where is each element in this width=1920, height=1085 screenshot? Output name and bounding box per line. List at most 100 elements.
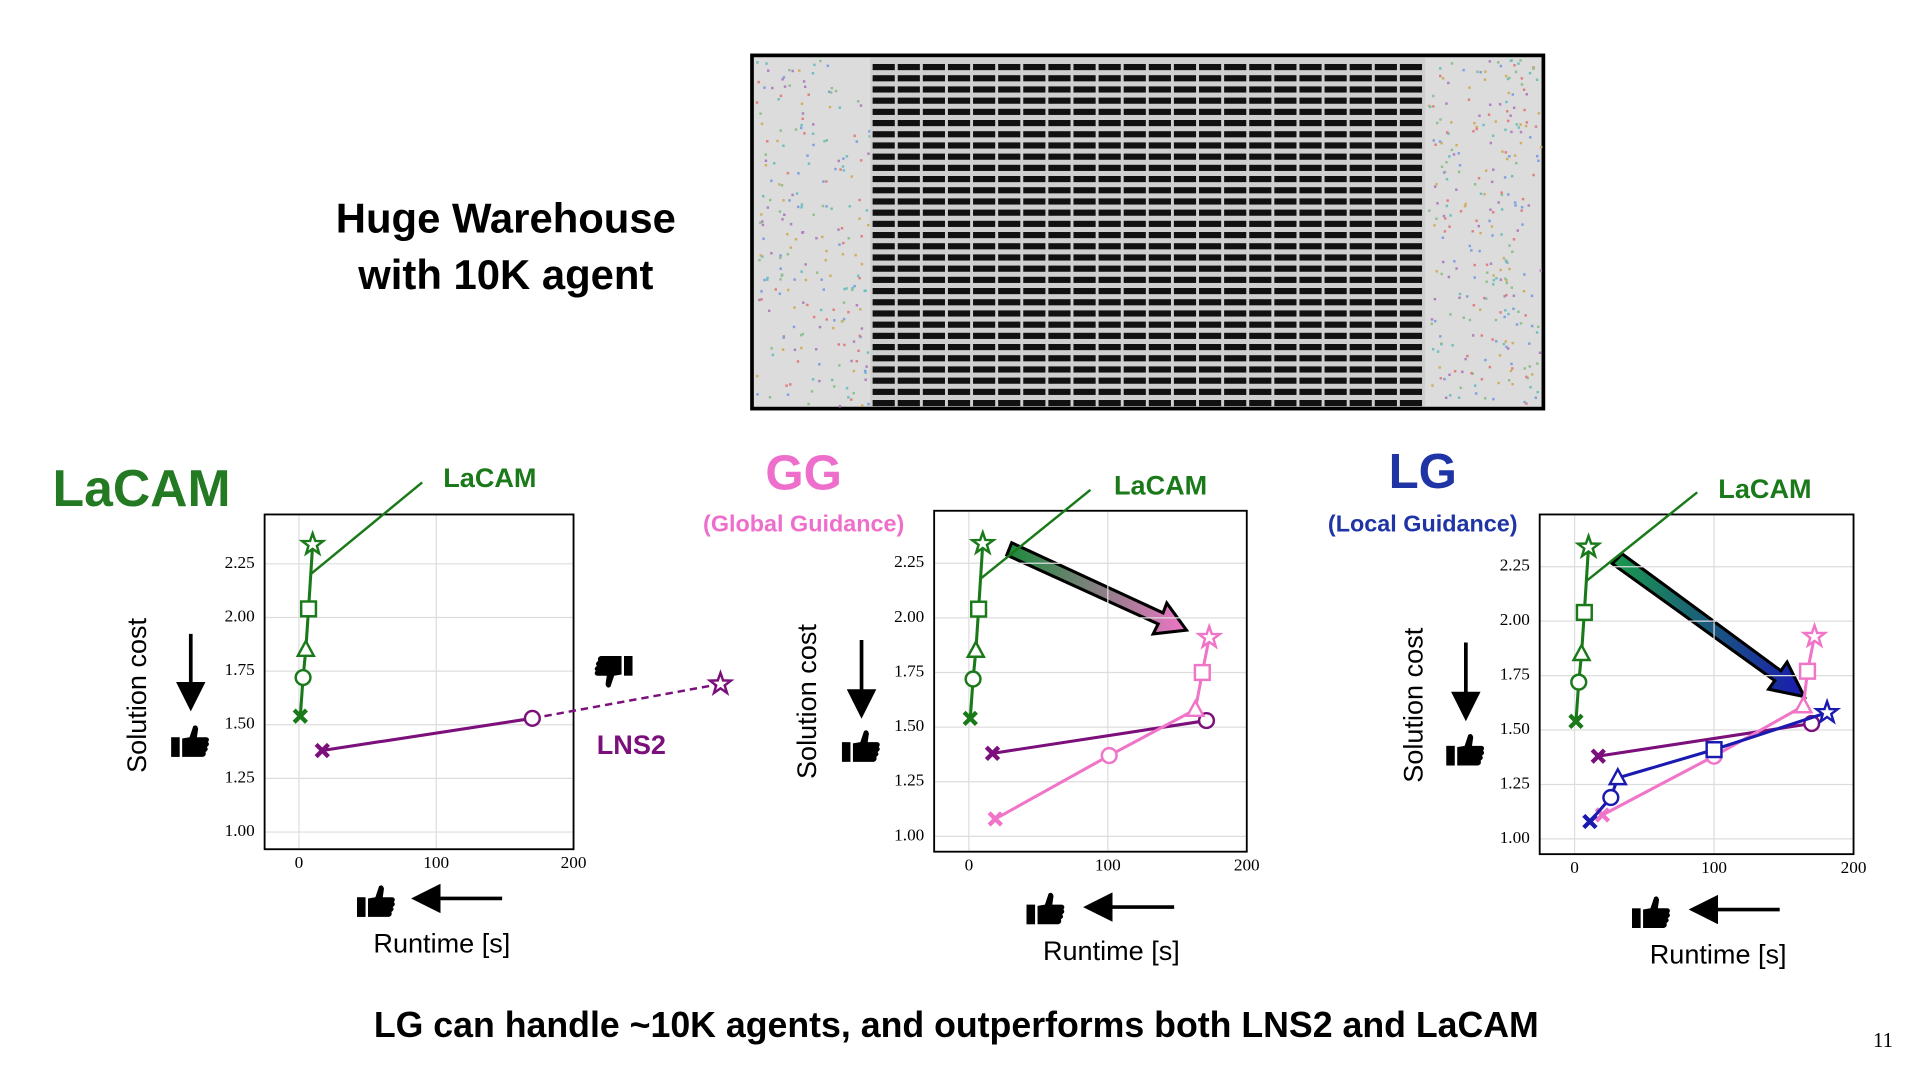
- marker: [1590, 748, 1606, 764]
- agent: [1451, 344, 1454, 347]
- shelf: [1399, 265, 1423, 272]
- agent: [1536, 390, 1539, 394]
- agent: [1470, 371, 1473, 375]
- marker: [1100, 746, 1118, 765]
- shelf: [1349, 153, 1372, 160]
- shelf: [1274, 64, 1297, 71]
- shelf: [1399, 209, 1423, 216]
- agent: [783, 213, 786, 217]
- agent: [1492, 278, 1496, 282]
- shelf: [1249, 288, 1272, 295]
- agent: [1484, 169, 1488, 172]
- agent: [1484, 70, 1487, 73]
- shelf: [1224, 265, 1247, 272]
- shelf: [1324, 400, 1347, 407]
- agent: [1522, 88, 1526, 91]
- agent: [1445, 131, 1449, 134]
- marker: [706, 669, 735, 696]
- shelf: [1274, 198, 1297, 205]
- shelf: [1224, 187, 1247, 194]
- shelf: [922, 344, 945, 351]
- shelf: [947, 64, 971, 71]
- shelf: [1399, 377, 1423, 384]
- shelf: [1324, 120, 1347, 127]
- agent: [858, 198, 861, 202]
- shelf: [1123, 321, 1146, 328]
- agent: [810, 390, 814, 393]
- agent: [1511, 250, 1514, 254]
- agent: [1441, 77, 1445, 80]
- shelf: [1123, 64, 1146, 71]
- shelf: [1249, 265, 1272, 272]
- shelf: [1399, 153, 1423, 160]
- shelf: [1224, 366, 1247, 373]
- shelf: [1349, 265, 1372, 272]
- shelf: [1048, 64, 1071, 71]
- agent: [1524, 314, 1527, 317]
- agent: [825, 205, 828, 208]
- agent: [1522, 289, 1526, 293]
- shelf: [1374, 108, 1397, 115]
- shelf: [1048, 108, 1071, 115]
- agent: [778, 183, 781, 186]
- agent: [1453, 260, 1456, 263]
- shelf: [1374, 299, 1397, 306]
- shelf: [1048, 310, 1071, 317]
- agent: [821, 235, 824, 239]
- agent: [1520, 209, 1523, 212]
- agent: [766, 278, 769, 281]
- agent: [1485, 271, 1489, 274]
- agent: [789, 246, 792, 249]
- shelf: [1048, 388, 1071, 395]
- agent: [801, 332, 805, 336]
- agent: [1473, 183, 1477, 186]
- shelf: [1224, 310, 1247, 317]
- shelf: [1324, 198, 1347, 205]
- agent: [801, 231, 804, 234]
- agent: [868, 135, 871, 138]
- shelf: [1098, 131, 1121, 138]
- agent: [861, 404, 864, 407]
- shelf: [1073, 265, 1096, 272]
- shelf: [1023, 254, 1046, 261]
- shelf: [1349, 321, 1372, 328]
- agent: [1449, 214, 1452, 217]
- shelf: [922, 366, 945, 373]
- shelf: [1374, 153, 1397, 160]
- agent: [1525, 402, 1528, 405]
- agent: [1537, 112, 1541, 115]
- marker: [1812, 697, 1842, 725]
- shelf: [897, 198, 920, 205]
- shelf: [872, 209, 895, 216]
- shelf: [1299, 377, 1322, 384]
- shelf: [872, 131, 895, 138]
- shelf: [1349, 366, 1372, 373]
- shelf: [897, 254, 920, 261]
- shelf: [1048, 355, 1071, 362]
- agent: [800, 102, 804, 105]
- agent: [823, 139, 826, 143]
- agent: [804, 263, 807, 266]
- agent: [1516, 229, 1520, 232]
- agent: [822, 180, 825, 183]
- agent: [1536, 325, 1540, 329]
- shelf: [1148, 198, 1171, 205]
- shelf: [1148, 400, 1171, 407]
- shelf: [897, 187, 920, 194]
- shelf: [922, 75, 945, 82]
- agent: [818, 363, 821, 366]
- agent: [852, 391, 855, 395]
- shelf: [1073, 209, 1096, 216]
- shelf: [973, 164, 996, 171]
- shelf: [1023, 131, 1046, 138]
- shelf: [1148, 220, 1171, 227]
- shelf: [973, 120, 996, 127]
- x-tick-label: 0: [295, 853, 304, 872]
- shelf: [973, 400, 996, 407]
- shelf: [1048, 164, 1071, 171]
- agent: [867, 402, 870, 406]
- shelf: [1374, 97, 1397, 104]
- shelf: [1224, 332, 1247, 339]
- shelf: [1224, 198, 1247, 205]
- agent: [1496, 61, 1500, 64]
